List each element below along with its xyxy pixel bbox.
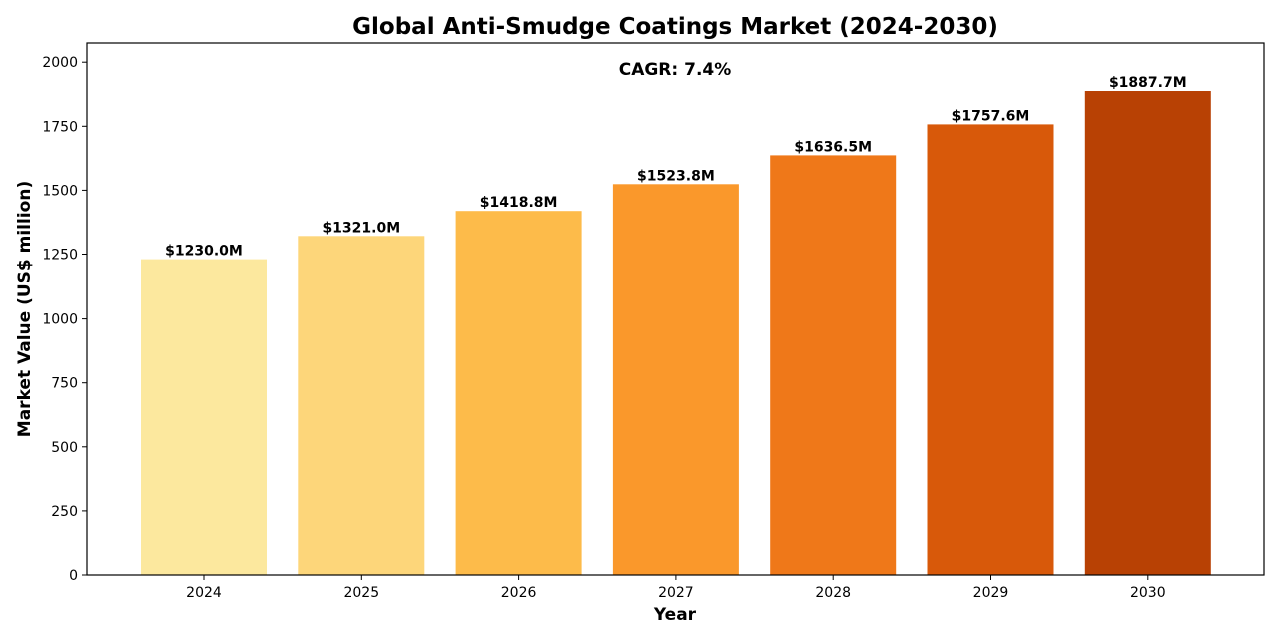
y-tick-label-2000: 2000: [42, 55, 78, 71]
bar-2030: [1084, 91, 1211, 575]
data-label-2027: $1523.8M: [637, 168, 715, 184]
y-tick-label-750: 750: [51, 376, 78, 392]
y-tick-label-1500: 1500: [42, 183, 78, 199]
data-label-2026: $1418.8M: [480, 195, 558, 211]
bar-2026: [455, 211, 582, 575]
x-tick-label-2028: 2028: [815, 585, 851, 601]
bar-2025: [298, 236, 425, 576]
x-axis-label: Year: [653, 605, 697, 625]
x-tick-label-2025: 2025: [343, 585, 379, 601]
y-tick-label-1000: 1000: [42, 312, 78, 328]
cagr-annotation: CAGR: 7.4%: [619, 60, 732, 80]
y-tick-label-500: 500: [51, 440, 78, 456]
x-tick-label-2030: 2030: [1130, 585, 1166, 601]
plot-frame: [86, 42, 1265, 576]
y-tick-label-1250: 1250: [42, 248, 78, 264]
bar-2027: [612, 184, 739, 576]
y-tick-label-1750: 1750: [42, 119, 78, 135]
x-tick-label-2027: 2027: [658, 585, 694, 601]
chart-title: Global Anti-Smudge Coatings Market (2024…: [352, 14, 998, 40]
data-label-2025: $1321.0M: [322, 220, 400, 236]
x-tick-label-2024: 2024: [186, 585, 222, 601]
data-label-2024: $1230.0M: [165, 244, 243, 260]
plot-area: $1230.0M $1321.0M $1418.8M $1523.8M $1636.5M…: [42, 42, 1265, 601]
bar-2029: [927, 124, 1054, 576]
data-label-2028: $1636.5M: [794, 139, 872, 155]
x-tick-label-2026: 2026: [501, 585, 537, 601]
data-label-2029: $1757.6M: [952, 108, 1030, 124]
data-label-2030: $1887.7M: [1109, 75, 1187, 91]
bar-2024: [141, 259, 267, 575]
y-tick-label-250: 250: [51, 504, 78, 520]
y-tick-label-0: 0: [69, 568, 78, 584]
x-tick-label-2029: 2029: [973, 585, 1009, 601]
bar-2028: [770, 155, 897, 575]
y-axis-label: Market Value (US$ million): [15, 181, 35, 437]
